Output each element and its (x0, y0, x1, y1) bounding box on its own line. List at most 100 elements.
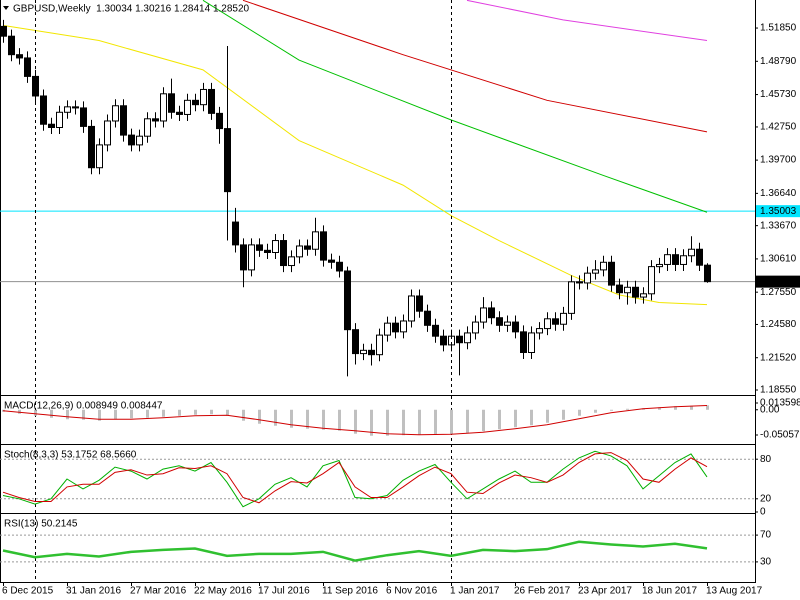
y-tick-label: 1.45730 (760, 89, 797, 100)
candle-body (184, 99, 191, 115)
candle-body (0, 25, 7, 37)
histogram-bar (210, 409, 213, 415)
y-tick-label: -0.050576 (760, 430, 800, 441)
candle-body (56, 111, 63, 128)
candle-body (544, 318, 551, 330)
candle-body (112, 105, 119, 122)
candle-body (352, 329, 359, 355)
candle-body (288, 256, 295, 267)
candle-body (264, 249, 271, 253)
candle-body (440, 335, 447, 346)
candle-body (104, 120, 111, 146)
candle-body (208, 88, 215, 114)
y-tick-label: 20 (760, 493, 772, 504)
candle-body (464, 332, 471, 344)
candle-body (168, 93, 175, 113)
histogram-bar (242, 409, 245, 421)
candle-body (280, 240, 287, 267)
candle-body (704, 264, 711, 283)
panel (2, 405, 709, 436)
candle-body (392, 322, 399, 333)
candle-body (376, 334, 383, 356)
candle-body (512, 321, 519, 333)
y-tick-label: 1.21520 (760, 352, 797, 363)
price-label: 1.28520 (760, 276, 797, 287)
histogram-bar (130, 409, 133, 419)
panel (0, 450, 755, 508)
candle-body (472, 321, 479, 334)
histogram-bar (418, 409, 421, 435)
candle-body (40, 95, 47, 125)
candle-body (248, 244, 255, 271)
histogram-bar (594, 409, 597, 413)
y-tick-label: 0 (760, 507, 766, 518)
panel-title: Stoch(8,3,3) 53.1752 68.5660 (4, 450, 137, 461)
candle-body (16, 54, 23, 59)
histogram-bar (146, 409, 149, 418)
histogram-bar (194, 409, 197, 415)
candle-body (400, 320, 407, 333)
histogram-bar (386, 409, 389, 436)
x-tick-label: 13 Aug 2017 (706, 586, 763, 597)
x-tick-label: 27 Mar 2016 (130, 586, 187, 597)
candle-body (632, 286, 639, 298)
indicator-line (2, 405, 708, 436)
candle-body (528, 332, 535, 354)
candle-body (80, 107, 87, 127)
histogram-bar (338, 409, 341, 431)
price-label: 1.35003 (760, 206, 797, 217)
histogram-bar (562, 409, 565, 420)
candle-body (488, 307, 495, 319)
candle-body (424, 310, 431, 326)
y-tick-label: 80 (760, 454, 772, 465)
candle-body (304, 245, 311, 250)
histogram-bar (258, 409, 261, 424)
x-tick-label: 23 Apr 2017 (578, 586, 632, 597)
x-tick-label: 18 Jun 2017 (642, 586, 697, 597)
panel-title: MACD(12,26,9) 0.008949 0.008447 (4, 401, 163, 412)
candle-body (592, 269, 599, 274)
indicator-line (242, 0, 708, 133)
histogram-bar (82, 409, 85, 420)
candle-body (144, 118, 151, 137)
candle-body (136, 135, 143, 146)
menu-icon (3, 6, 9, 10)
y-tick-label: 0.013598 (760, 398, 800, 409)
histogram-bar (626, 408, 629, 410)
frame (0, 0, 756, 583)
candle-body (256, 244, 263, 251)
candle-body (552, 318, 559, 325)
candle-body (176, 111, 183, 115)
candle-body (688, 248, 695, 257)
candle-body (160, 93, 167, 122)
histogram-bar (402, 409, 405, 436)
x-tick-label: 1 Jan 2017 (450, 586, 500, 597)
candle-body (224, 128, 231, 193)
y-tick-label: 1.42750 (760, 122, 797, 133)
panel-title: GBPUSD,Weekly 1.30034 1.30216 1.28414 1.… (13, 4, 250, 15)
y-tick-label: 1.51850 (760, 23, 797, 34)
candle-body (232, 221, 239, 246)
histogram-bar (674, 406, 677, 410)
y-tick-label: 1.33670 (760, 220, 797, 231)
candle-body (640, 293, 647, 298)
y-tick-label: 1.27550 (760, 287, 797, 298)
histogram-bar (706, 405, 709, 410)
histogram-bar (354, 409, 357, 434)
candle-body (504, 321, 511, 326)
histogram-bar (578, 409, 581, 416)
histogram-bar (546, 409, 549, 423)
price-label-bg (756, 205, 800, 218)
candle-body (336, 261, 343, 272)
histogram-bar (98, 409, 101, 421)
panel (0, 0, 755, 377)
histogram-bar (530, 409, 533, 426)
candle-body (48, 123, 55, 128)
indicator-line (2, 540, 708, 562)
candle-body (192, 99, 199, 106)
candle-body (120, 105, 127, 136)
candle-body (200, 88, 207, 106)
histogram-bar (274, 409, 277, 426)
